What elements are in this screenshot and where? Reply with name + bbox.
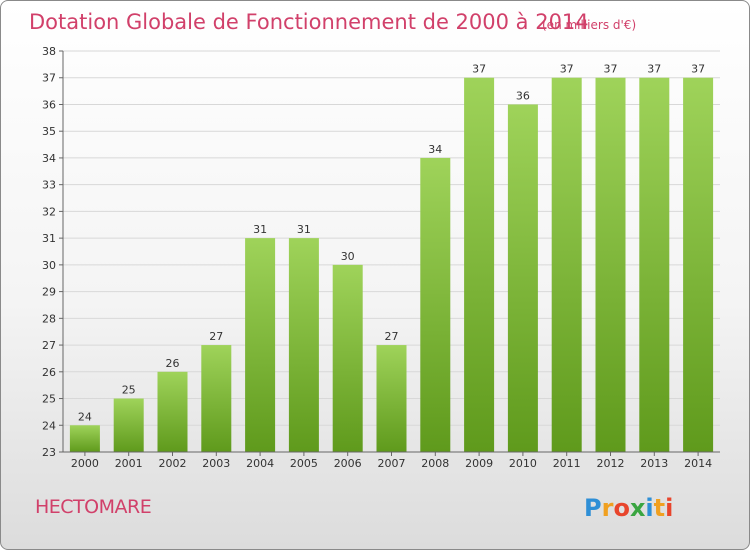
x-tick-label: 2012 [597,457,625,470]
bar-value-labels: 24 25 26 27 31 31 30 27 34 37 36 37 37 37 37 [78,63,705,424]
x-tick-labels: 2000 2001 2002 2003 2004 2005 2006 2007 2008 2009… [71,452,712,470]
x-tick-label: 2005 [290,457,318,470]
y-tick-label: 30 [42,259,56,272]
x-tick-label: 2013 [640,457,668,470]
bar [245,238,276,452]
bar [551,77,582,452]
y-tick-label: 31 [42,232,56,245]
logo-letter: t [654,494,665,522]
y-tick-label: 32 [42,205,56,218]
y-tick-label: 38 [42,45,56,58]
bar [288,238,319,452]
bar-value-label: 37 [472,63,486,76]
bar [157,371,188,452]
y-tick-label: 33 [42,179,56,192]
y-tick-label: 36 [42,98,56,111]
y-tick-label: 25 [42,393,56,406]
bar [201,345,232,452]
logo-letter: P [584,494,602,522]
chart-title: Dotation Globale de Fonctionnement de 20… [29,10,589,34]
bar [595,77,626,452]
bars [69,77,714,452]
y-tick-label: 27 [42,339,56,352]
bar-value-label: 26 [166,357,180,370]
bar-value-label: 37 [560,63,574,76]
bar-value-label: 37 [691,63,705,76]
chart-subtitle: (en milliers d'€) [542,18,636,32]
location-name: HECTOMARE [35,496,151,518]
x-tick-label: 2008 [421,457,449,470]
bar [683,77,714,452]
bar-value-label: 27 [385,330,399,343]
y-tick-label: 34 [42,152,56,165]
y-tick-label: 35 [42,125,56,138]
y-tick-label: 26 [42,366,56,379]
x-tick-label: 2011 [553,457,581,470]
x-tick-label: 2003 [202,457,230,470]
y-tick-label: 23 [42,446,56,459]
bar [420,157,451,452]
y-tick-label: 24 [42,419,56,432]
bar-value-label: 34 [428,143,442,156]
bar [376,345,407,452]
bar-value-label: 37 [647,63,661,76]
bar-value-label: 37 [604,63,618,76]
x-tick-label: 2001 [115,457,143,470]
bar-value-label: 36 [516,89,530,102]
proxiti-logo: Proxiti [584,494,673,522]
bar-value-label: 31 [253,223,267,236]
bar [332,264,363,452]
bar-value-label: 27 [209,330,223,343]
bar [69,425,100,452]
x-tick-label: 2004 [246,457,274,470]
x-tick-label: 2002 [159,457,187,470]
bar [113,398,144,452]
y-tick-label: 37 [42,72,56,85]
logo-letter: i [665,494,673,522]
x-tick-label: 2007 [378,457,406,470]
logo-letter: x [630,494,646,522]
bar [507,104,538,452]
bar-value-label: 24 [78,410,92,423]
bar-value-label: 25 [122,384,136,397]
x-tick-label: 2006 [334,457,362,470]
y-tick-label: 29 [42,286,56,299]
x-tick-label: 2009 [465,457,493,470]
bar-value-label: 30 [341,250,355,263]
y-tick-label: 28 [42,312,56,325]
y-tick-labels: 23 24 25 26 27 28 29 30 31 32 33 34 35 36 37 38 [42,45,63,459]
bar [464,77,495,452]
x-tick-label: 2010 [509,457,537,470]
bar-value-label: 31 [297,223,311,236]
bar [639,77,670,452]
logo-letter: i [645,494,653,522]
x-tick-label: 2000 [71,457,99,470]
logo-letter: o [613,494,630,522]
x-tick-label: 2014 [684,457,712,470]
logo-letter: r [602,494,614,522]
